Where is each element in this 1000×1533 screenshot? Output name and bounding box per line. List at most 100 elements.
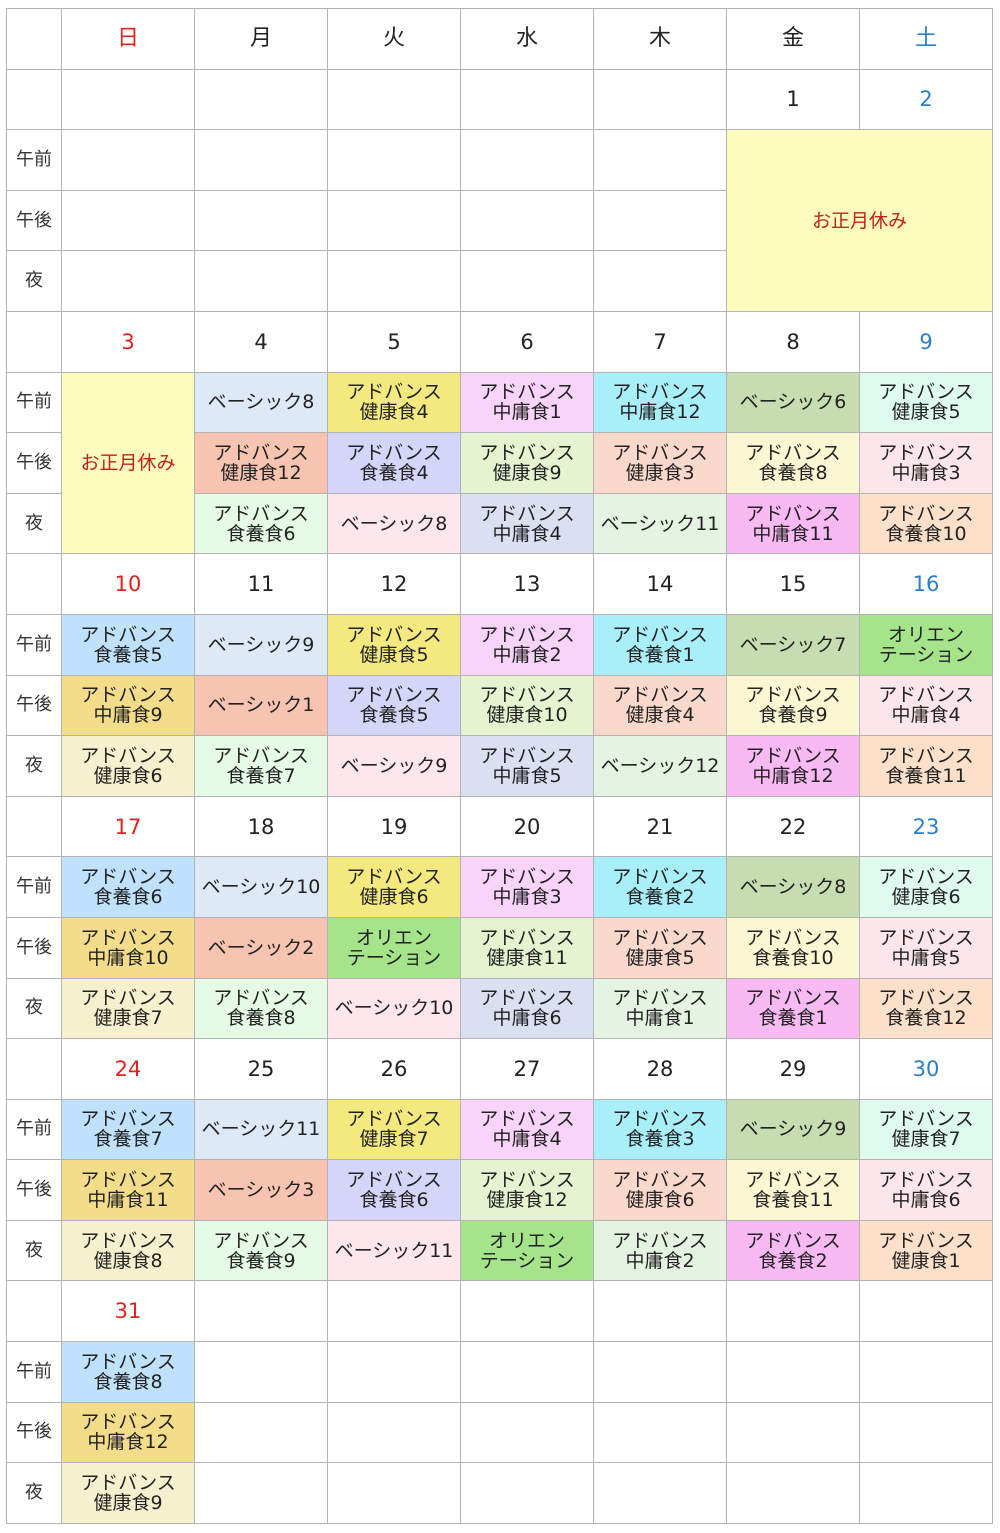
empty-cell bbox=[593, 129, 727, 191]
empty-cell bbox=[726, 1401, 860, 1464]
class-session: アドバンス 食養食12 bbox=[859, 977, 993, 1040]
day-number bbox=[61, 68, 195, 131]
class-session: ベーシック10 bbox=[327, 977, 461, 1040]
weekday-header: 火 bbox=[327, 8, 461, 70]
day-number: 9 bbox=[859, 310, 993, 373]
class-session: アドバンス 健康食6 bbox=[859, 856, 993, 918]
day-number: 2 bbox=[859, 68, 993, 131]
class-session: アドバンス 食養食9 bbox=[726, 674, 860, 737]
class-session: アドバンス 食養食11 bbox=[859, 735, 993, 797]
class-session: アドバンス 中庸食12 bbox=[61, 1401, 195, 1464]
slot-label: 午前 bbox=[6, 856, 62, 918]
slot-label: 午後 bbox=[6, 674, 62, 737]
class-session: アドバンス 健康食9 bbox=[61, 1462, 195, 1524]
class-session: アドバンス 中庸食1 bbox=[460, 371, 594, 434]
class-session: ベーシック12 bbox=[593, 735, 727, 797]
date-row-label bbox=[6, 310, 62, 373]
class-session: ベーシック8 bbox=[194, 371, 328, 434]
class-session: アドバンス 中庸食12 bbox=[726, 735, 860, 797]
slot-label: 午前 bbox=[6, 613, 62, 676]
calendar-body: 日月火水木金土 1 2 午前 お正月休み 午後夜 3 4 5 6 7 8 9 午前 お正月休み ベーシック8 ア… bbox=[6, 8, 993, 1524]
class-session: アドバンス 健康食4 bbox=[593, 674, 727, 737]
date-row-label bbox=[6, 68, 62, 131]
class-session: アドバンス 中庸食12 bbox=[593, 371, 727, 434]
class-session: オリエン テーション bbox=[460, 1219, 594, 1282]
class-session: アドバンス 中庸食4 bbox=[460, 1098, 594, 1161]
empty-cell bbox=[194, 189, 328, 252]
class-session: アドバンス 食養食7 bbox=[194, 735, 328, 797]
slot-label: 夜 bbox=[6, 1219, 62, 1282]
weekday-header: 水 bbox=[460, 8, 594, 70]
empty-cell bbox=[593, 189, 727, 252]
weekday-header: 日 bbox=[61, 8, 195, 70]
empty-cell bbox=[460, 129, 594, 191]
empty-cell bbox=[194, 1462, 328, 1524]
day-number bbox=[593, 68, 727, 131]
day-number: 17 bbox=[61, 795, 195, 858]
day-number: 4 bbox=[194, 310, 328, 373]
slot-row: 夜アドバンス 健康食7 アドバンス 食養食8 ベーシック10 アドバンス 中庸食6 アド… bbox=[6, 977, 993, 1040]
empty-cell bbox=[859, 1401, 993, 1464]
class-session: アドバンス 食養食10 bbox=[859, 492, 993, 555]
class-session: アドバンス 健康食12 bbox=[460, 1159, 594, 1221]
slot-row: 午前 お正月休み ベーシック8 アドバンス 健康食4 アドバンス 中庸食1 アドバンス 中… bbox=[6, 371, 993, 555]
class-session: アドバンス 食養食8 bbox=[61, 1341, 195, 1403]
class-session: アドバンス 中庸食6 bbox=[859, 1159, 993, 1221]
class-session: アドバンス 健康食11 bbox=[460, 916, 594, 979]
class-session: アドバンス 中庸食11 bbox=[61, 1159, 195, 1221]
day-number: 24 bbox=[61, 1038, 195, 1100]
class-session: アドバンス 食養食8 bbox=[726, 432, 860, 494]
class-session: アドバンス 健康食1 bbox=[859, 1219, 993, 1282]
class-session: アドバンス 食養食6 bbox=[61, 856, 195, 918]
day-number: 15 bbox=[726, 553, 860, 615]
empty-cell bbox=[460, 189, 594, 252]
class-session: アドバンス 食養食2 bbox=[593, 856, 727, 918]
empty-cell bbox=[61, 250, 195, 312]
class-session: ベーシック9 bbox=[194, 613, 328, 676]
slot-row: 午前 アドバンス 食養食5 ベーシック9 アドバンス 健康食5 アドバンス 中庸食2 アド… bbox=[6, 613, 993, 676]
class-session: アドバンス 健康食12 bbox=[194, 432, 328, 494]
class-session: アドバンス 食養食9 bbox=[194, 1219, 328, 1282]
day-number: 23 bbox=[859, 795, 993, 858]
empty-cell bbox=[327, 129, 461, 191]
slot-row: 夜アドバンス 食養食6 ベーシック8 アドバンス 中庸食4 ベーシック11 アドバンス … bbox=[6, 492, 993, 555]
class-session: アドバンス 食養食7 bbox=[61, 1098, 195, 1161]
empty-cell bbox=[327, 1341, 461, 1403]
class-session: アドバンス 健康食7 bbox=[327, 1098, 461, 1161]
day-number: 31 bbox=[61, 1280, 195, 1343]
slot-row: 夜アドバンス 健康食9 bbox=[6, 1462, 993, 1524]
holiday-block: お正月休み bbox=[61, 371, 195, 555]
day-number: 8 bbox=[726, 310, 860, 373]
date-row-label bbox=[6, 1038, 62, 1100]
day-number: 30 bbox=[859, 1038, 993, 1100]
day-number: 10 bbox=[61, 553, 195, 615]
empty-cell bbox=[593, 1341, 727, 1403]
date-row: 17 18 19 20 21 22 23 bbox=[6, 795, 993, 858]
empty-cell bbox=[859, 1462, 993, 1524]
day-number: 14 bbox=[593, 553, 727, 615]
slot-label: 午後 bbox=[6, 432, 62, 494]
slot-label: 午後 bbox=[6, 189, 62, 252]
class-session: アドバンス 食養食1 bbox=[593, 613, 727, 676]
date-row-label bbox=[6, 1280, 62, 1343]
slot-label: 夜 bbox=[6, 735, 62, 797]
day-number: 11 bbox=[194, 553, 328, 615]
day-number: 28 bbox=[593, 1038, 727, 1100]
day-number: 21 bbox=[593, 795, 727, 858]
class-session: アドバンス 健康食5 bbox=[327, 613, 461, 676]
day-number: 13 bbox=[460, 553, 594, 615]
class-session: ベーシック9 bbox=[726, 1098, 860, 1161]
empty-cell bbox=[460, 250, 594, 312]
empty-cell bbox=[593, 250, 727, 312]
class-session: アドバンス 中庸食5 bbox=[460, 735, 594, 797]
class-session: アドバンス 食養食2 bbox=[726, 1219, 860, 1282]
slot-row: 午前 アドバンス 食養食8 bbox=[6, 1341, 993, 1403]
slot-row: 午前 アドバンス 食養食6 ベーシック10 アドバンス 健康食6 アドバンス 中庸食3 ア… bbox=[6, 856, 993, 918]
monthly-calendar: 日月火水木金土 1 2 午前 お正月休み 午後夜 3 4 5 6 7 8 9 午前 お正月休み ベーシック8 ア… bbox=[6, 8, 993, 1524]
class-session: ベーシック7 bbox=[726, 613, 860, 676]
class-session: アドバンス 中庸食3 bbox=[859, 432, 993, 494]
class-session: アドバンス 食養食5 bbox=[327, 674, 461, 737]
class-session: アドバンス 中庸食6 bbox=[460, 977, 594, 1040]
class-session: オリエン テーション bbox=[327, 916, 461, 979]
